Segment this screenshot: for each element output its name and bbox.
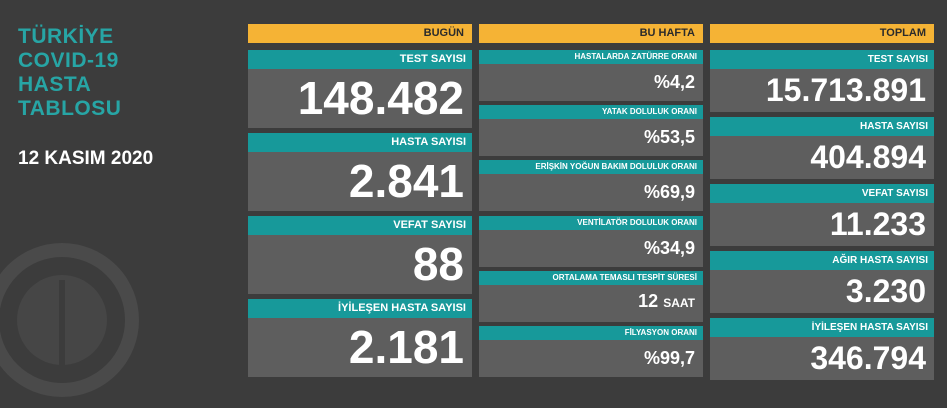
emblem xyxy=(0,243,139,397)
stat-label: ERİŞKİN YOĞUN BAKIM DOLULUK ORANI xyxy=(479,160,703,175)
stat-value: %69,9 xyxy=(644,174,703,211)
stat-label: FİLYASYON ORANI xyxy=(479,326,703,340)
value-text: 148.482 xyxy=(297,72,464,124)
value-unit: SAAT xyxy=(663,295,695,310)
value-text: 12 xyxy=(638,290,659,311)
stat-card: HASTA SAYISI 2.841 xyxy=(248,133,472,211)
column-header: BU HAFTA xyxy=(479,24,703,43)
stat-value: 12 SAAT xyxy=(638,283,703,322)
stat-value: 11.233 xyxy=(830,203,934,246)
value-text: 2.841 xyxy=(348,155,464,207)
stat-label: ORTALAMA TEMASLI TESPİT SÜRESİ xyxy=(479,270,703,285)
stat-value: %53,5 xyxy=(644,119,703,156)
stat-card: VENTİLATÖR DOLULUK ORANI %34,9 xyxy=(479,215,703,267)
value-text: 88 xyxy=(412,238,464,290)
value-text: %4,2 xyxy=(653,72,695,92)
date: 12 KASIM 2020 xyxy=(18,148,154,169)
stat-card: ORTALAMA TEMASLI TESPİT SÜRESİ 12 SAAT xyxy=(479,270,703,322)
stat-value: 88 xyxy=(413,235,472,294)
stat-value: 404.894 xyxy=(810,136,934,179)
value-text: 3.230 xyxy=(845,273,926,309)
stat-card: YATAK DOLULUK ORANI %53,5 xyxy=(479,105,703,157)
column-header: TOPLAM xyxy=(710,24,934,43)
stat-value: %4,2 xyxy=(654,64,703,101)
stat-label: YATAK DOLULUK ORANI xyxy=(479,105,703,120)
value-text: 404.894 xyxy=(810,139,926,175)
stat-card: VEFAT SAYISI 11.233 xyxy=(710,184,934,246)
stat-card: TEST SAYISI 148.482 xyxy=(248,50,472,128)
stat-value: 15.713.891 xyxy=(766,69,934,112)
stat-label: VEFAT SAYISI xyxy=(710,184,934,203)
stat-value: %34,9 xyxy=(644,230,703,267)
stat-card: ERİŞKİN YOĞUN BAKIM DOLULUK ORANI %69,9 xyxy=(479,160,703,212)
stat-card: FİLYASYON ORANI %99,7 xyxy=(479,326,703,377)
stat-label: İYİLEŞEN HASTA SAYISI xyxy=(710,318,934,337)
stat-card: AĞIR HASTA SAYISI 3.230 xyxy=(710,251,934,313)
stat-value: 148.482 xyxy=(298,69,472,128)
value-text: %34,9 xyxy=(643,237,695,258)
value-text: %69,9 xyxy=(643,182,695,203)
stat-label: VENTİLATÖR DOLULUK ORANI xyxy=(479,215,703,230)
value-text: %53,5 xyxy=(643,127,695,148)
column-header: BUGÜN xyxy=(248,24,472,43)
stat-value: %99,7 xyxy=(644,340,703,377)
stat-card: HASTA SAYISI 404.894 xyxy=(710,117,934,179)
stat-value: 2.841 xyxy=(349,152,472,211)
value-text: %99,7 xyxy=(643,348,695,368)
title-line: TÜRKİYE xyxy=(18,25,114,48)
title-line: HASTA xyxy=(18,73,92,96)
stat-label: HASTA SAYISI xyxy=(710,117,934,136)
stat-value: 3.230 xyxy=(846,270,934,313)
title-line: TABLOSU xyxy=(18,97,122,120)
stat-label: VEFAT SAYISI xyxy=(248,216,472,235)
stat-card: İYİLEŞEN HASTA SAYISI 346.794 xyxy=(710,318,934,380)
stat-card: TEST SAYISI 15.713.891 xyxy=(710,50,934,112)
title-line: COVID-19 xyxy=(18,49,119,72)
stat-label: İYİLEŞEN HASTA SAYISI xyxy=(248,299,472,318)
stat-label: HASTALARDA ZATÜRRE ORANI xyxy=(479,50,703,64)
value-text: 2.181 xyxy=(348,321,464,373)
stat-value: 2.181 xyxy=(349,318,472,377)
stat-card: HASTALARDA ZATÜRRE ORANI %4,2 xyxy=(479,50,703,101)
stat-label: AĞIR HASTA SAYISI xyxy=(710,251,934,270)
stat-card: İYİLEŞEN HASTA SAYISI 2.181 xyxy=(248,299,472,377)
value-text: 346.794 xyxy=(810,340,926,376)
stat-label: TEST SAYISI xyxy=(710,50,934,69)
stat-card: VEFAT SAYISI 88 xyxy=(248,216,472,294)
stat-label: TEST SAYISI xyxy=(248,50,472,69)
stat-value: 346.794 xyxy=(810,337,934,380)
value-text: 15.713.891 xyxy=(765,72,926,108)
stat-label: HASTA SAYISI xyxy=(248,133,472,152)
value-text: 11.233 xyxy=(829,206,926,242)
